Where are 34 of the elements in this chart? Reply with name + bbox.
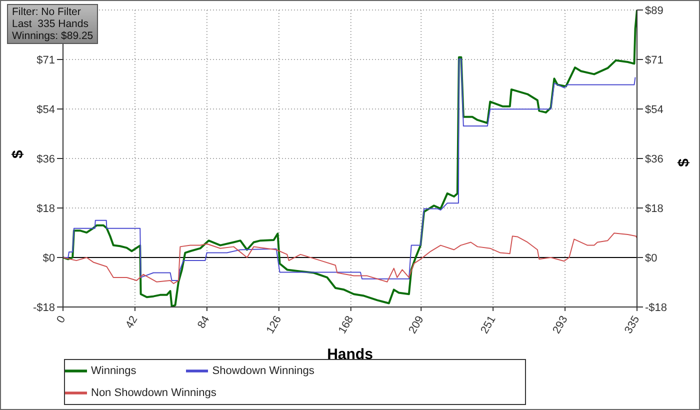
y2-tick-label: $89 xyxy=(645,4,664,17)
legend-label: Non Showdown Winnings xyxy=(91,386,216,399)
y2-tick-label: $36 xyxy=(645,153,664,166)
y-tick-label: $0 xyxy=(42,252,55,264)
y-tick-label: $71 xyxy=(36,54,55,66)
x-tick-label: 209 xyxy=(406,314,426,336)
x-axis-title: Hands xyxy=(327,346,373,363)
line-series xyxy=(63,232,637,284)
x-tick-label: 335 xyxy=(622,314,642,336)
y-tick-label: $36 xyxy=(36,153,55,166)
x-tick-label: 42 xyxy=(124,314,140,331)
x-tick-label: 0 xyxy=(54,314,68,326)
y2-axis-title: $ xyxy=(675,158,692,167)
x-tick-label: 251 xyxy=(478,314,498,336)
y-tick-label: $18 xyxy=(36,202,55,215)
annotation: Filter: No Filter xyxy=(12,6,82,18)
y2-tick-label: $71 xyxy=(645,54,664,66)
line-series xyxy=(63,58,636,282)
y-tick-label: -$18 xyxy=(32,302,55,314)
y-tick-label: $54 xyxy=(36,104,55,116)
info-box: Filter: No Filter Last 335 Hands Winnings: $89.25 xyxy=(7,4,98,44)
y2-tick-label: $54 xyxy=(645,104,664,116)
x-tick-label: 126 xyxy=(264,314,284,336)
legend-label: Showdown Winnings xyxy=(212,364,314,377)
y2-tick-label: -$18 xyxy=(645,302,668,314)
x-tick-label: 84 xyxy=(196,314,212,331)
annotation: Winnings: $89.25 xyxy=(12,30,94,42)
y-axis-title: $ xyxy=(9,150,26,158)
annotation: Last 335 Hands xyxy=(12,18,90,30)
y2-tick-label: $18 xyxy=(645,202,664,215)
y2-tick-label: $0 xyxy=(645,252,658,264)
x-tick-label: 293 xyxy=(550,314,570,336)
legend-label: Winnings xyxy=(91,364,136,377)
x-tick-label: 168 xyxy=(336,314,356,336)
